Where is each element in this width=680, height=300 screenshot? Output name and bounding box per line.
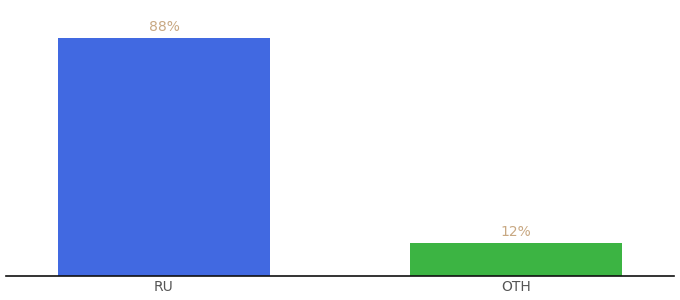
Bar <box>411 243 622 276</box>
Text: 88%: 88% <box>148 20 180 34</box>
Bar <box>58 38 269 276</box>
Text: 12%: 12% <box>500 225 531 239</box>
